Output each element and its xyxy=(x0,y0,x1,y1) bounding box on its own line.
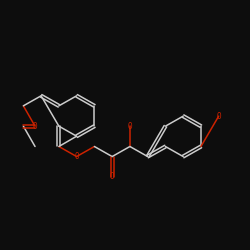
Text: O: O xyxy=(128,122,132,131)
Text: O: O xyxy=(110,172,114,181)
Text: O: O xyxy=(74,152,79,161)
Text: O: O xyxy=(33,122,37,131)
Text: O: O xyxy=(216,112,221,120)
